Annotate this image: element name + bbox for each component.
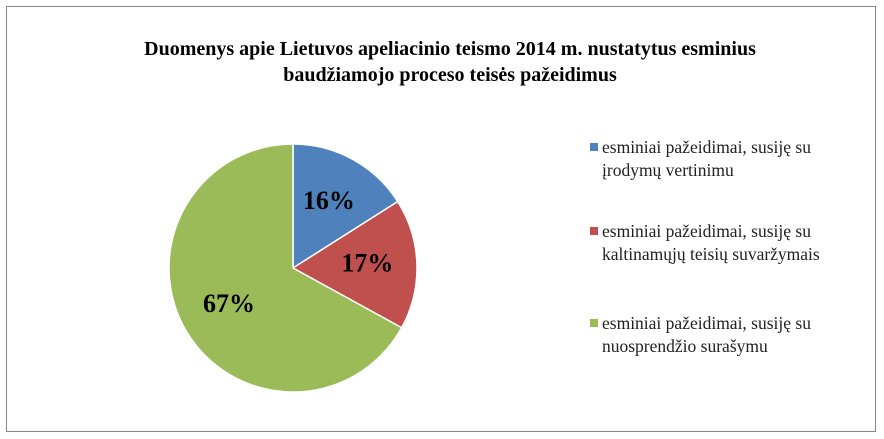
legend-label: esminiai pažeidimai, susiję su įrodymų v… — [602, 137, 811, 180]
data-label: 17% — [341, 249, 393, 278]
data-label: 67% — [203, 289, 255, 318]
pie-slice — [168, 143, 403, 393]
legend-swatch — [590, 143, 598, 151]
legend-item: esminiai pažeidimai, susiję su įrodymų v… — [590, 136, 862, 182]
chart-title: Duomenys apie Lietuvos apeliacinio teism… — [144, 38, 756, 86]
legend-item: esminiai pažeidimai, susiję su kaltinamų… — [590, 220, 862, 266]
legend-swatch — [590, 227, 598, 235]
pie-slice — [291, 200, 418, 329]
legend-item: esminiai pažeidimai, susiję su nuosprend… — [590, 312, 862, 358]
chart-border — [6, 6, 876, 432]
legend-swatch — [590, 319, 598, 327]
data-label: 16% — [303, 186, 355, 215]
legend-label: esminiai pažeidimai, susiję su nuosprend… — [602, 313, 811, 356]
legend-label: esminiai pažeidimai, susiję su kaltinamų… — [602, 221, 820, 264]
pie-slice — [292, 143, 399, 270]
